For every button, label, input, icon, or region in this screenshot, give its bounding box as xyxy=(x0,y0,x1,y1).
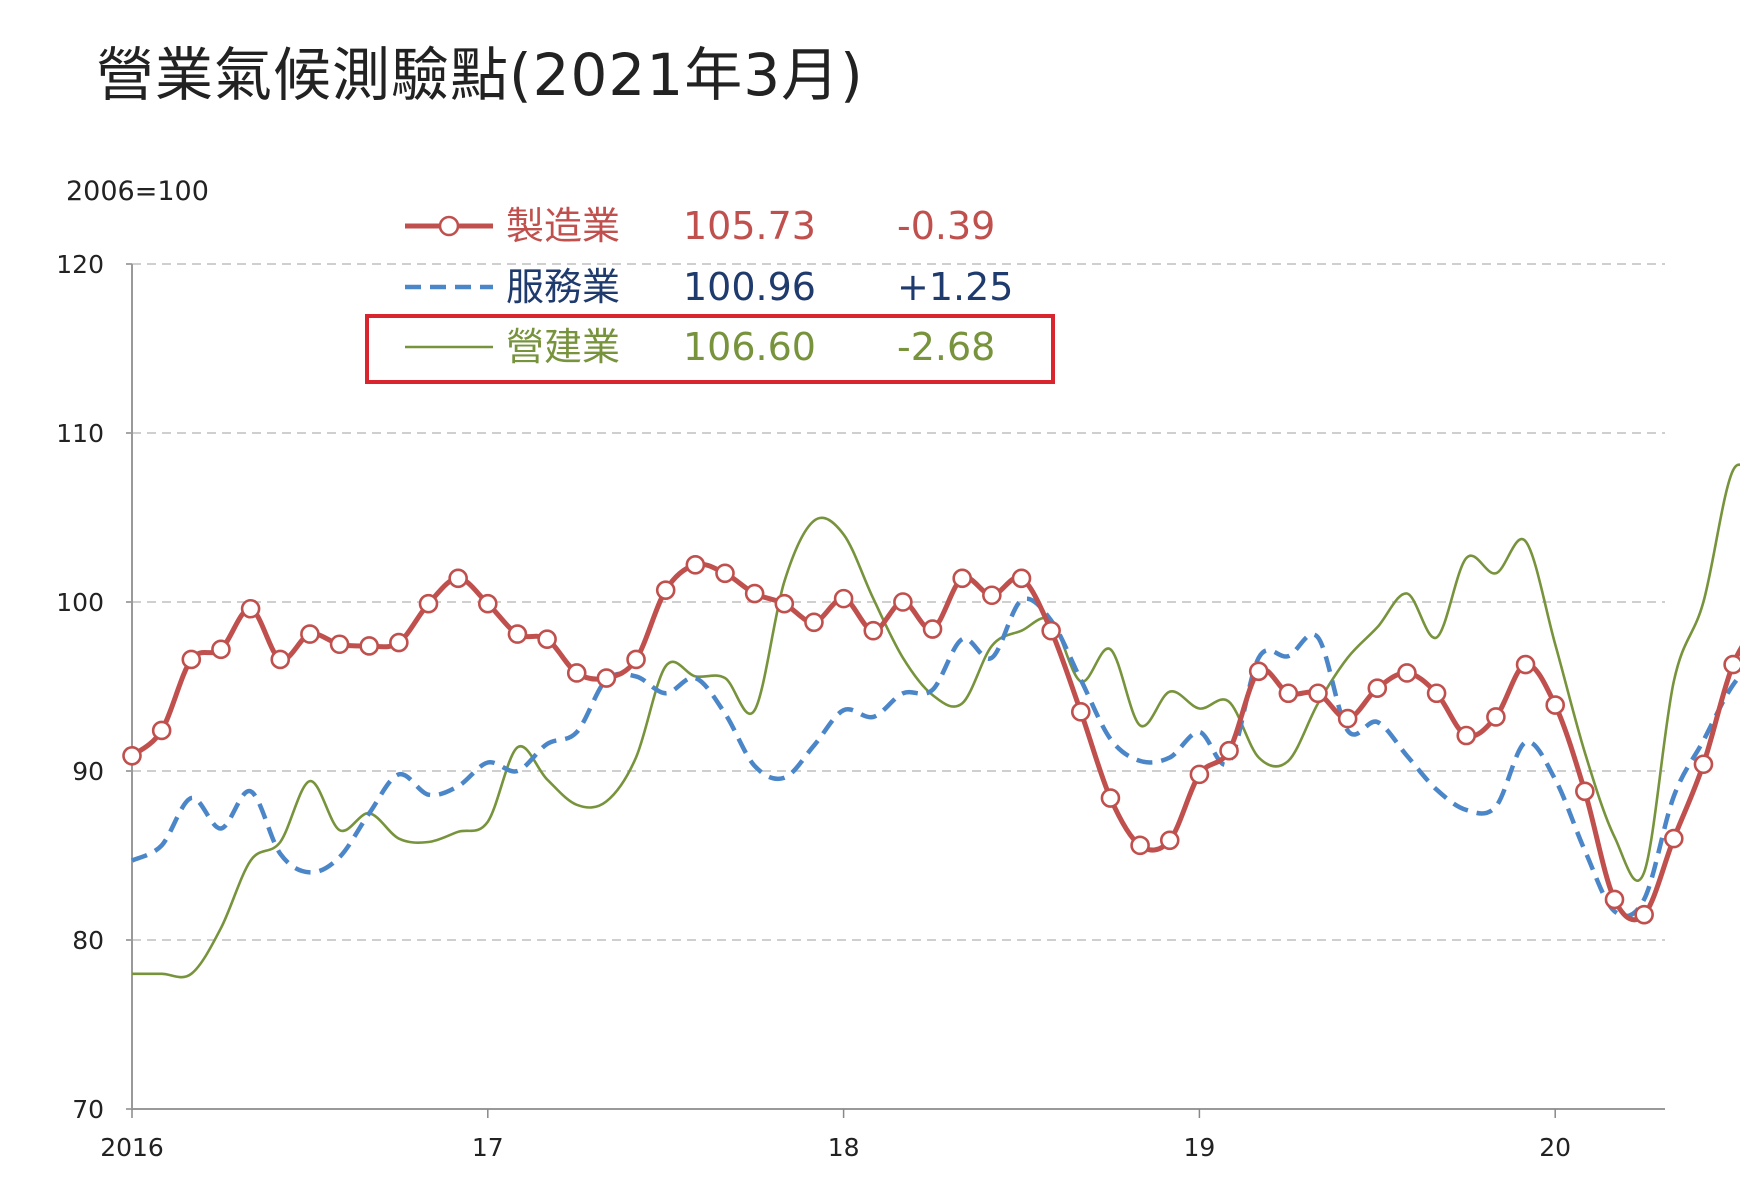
manufacturing-marker xyxy=(655,580,676,600)
manufacturing-marker xyxy=(329,634,350,655)
y-tick-label: 70 xyxy=(72,1095,104,1124)
legend-series-name: 服務業 xyxy=(506,265,620,309)
manufacturing-marker xyxy=(1486,707,1506,727)
legend-series-change: -2.68 xyxy=(897,325,995,369)
manufacturing-marker xyxy=(1130,835,1150,856)
manufacturing-marker xyxy=(804,612,824,633)
manufacturing-marker xyxy=(1604,889,1625,910)
manufacturing-marker xyxy=(240,598,261,619)
legend-series-name: 製造業 xyxy=(506,204,620,248)
manufacturing-marker xyxy=(151,720,172,741)
manufacturing-marker xyxy=(1159,830,1180,851)
manufacturing-marker xyxy=(982,585,1002,606)
manufacturing-marker xyxy=(1367,678,1388,698)
manufacturing-marker xyxy=(1219,740,1239,761)
manufacturing-marker xyxy=(715,563,735,584)
manufacturing-marker xyxy=(1308,683,1328,704)
manufacturing-marker xyxy=(1664,828,1684,849)
x-tick-label: 20 xyxy=(1539,1133,1571,1162)
legend-series-name: 營建業 xyxy=(506,325,620,369)
manufacturing-marker xyxy=(833,588,854,609)
page-title: 營業氣候測驗點(2021年3月) xyxy=(96,41,864,109)
legend-series-value: 105.73 xyxy=(683,204,816,248)
y-tick-label: 120 xyxy=(56,250,104,279)
manufacturing-marker xyxy=(122,745,142,766)
manufacturing-marker xyxy=(1337,708,1358,729)
legend-series-change: -0.39 xyxy=(897,204,995,248)
manufacturing-marker xyxy=(389,632,409,653)
manufacturing-marker xyxy=(270,649,291,670)
legend-highlight-box xyxy=(365,314,1055,384)
manufacturing-marker xyxy=(1011,568,1032,589)
manufacturing-marker xyxy=(1189,764,1210,785)
manufacturing-marker xyxy=(566,663,587,683)
manufacturing-marker xyxy=(507,624,528,644)
manufacturing-marker xyxy=(1100,788,1121,808)
manufacturing-marker xyxy=(537,629,557,649)
manufacturing-marker xyxy=(952,568,973,589)
manufacturing-marker xyxy=(1515,654,1536,675)
manufacturing-marker xyxy=(359,636,380,656)
unit-label: 2006=100 xyxy=(66,176,209,207)
manufacturing-marker xyxy=(418,593,439,614)
manufacturing-marker xyxy=(1397,663,1417,683)
manufacturing-marker xyxy=(1545,695,1565,715)
manufacturing-marker xyxy=(1248,661,1269,682)
series-line-construction xyxy=(131,463,1740,979)
manufacturing-marker xyxy=(774,593,795,614)
legend-series-value: 100.96 xyxy=(683,265,816,309)
y-tick-label: 110 xyxy=(56,419,104,448)
manufacturing-marker xyxy=(626,649,646,670)
x-tick-label: 18 xyxy=(828,1133,860,1162)
manufacturing-marker xyxy=(744,583,765,604)
series-line-manufacturing xyxy=(130,561,1740,923)
manufacturing-marker xyxy=(1456,725,1477,746)
manufacturing-marker xyxy=(181,649,202,670)
manufacturing-marker xyxy=(1426,683,1447,704)
manufacturing-marker xyxy=(685,555,706,575)
y-tick-label: 100 xyxy=(56,588,104,617)
x-tick-label: 17 xyxy=(472,1133,504,1162)
manufacturing-marker xyxy=(893,592,913,612)
manufacturing-marker xyxy=(596,668,617,688)
series-line-services xyxy=(130,596,1740,919)
manufacturing-marker xyxy=(300,624,320,644)
x-tick-label: 2016 xyxy=(100,1133,164,1162)
manufacturing-marker xyxy=(211,639,231,660)
y-tick-label: 90 xyxy=(72,757,104,786)
manufacturing-marker xyxy=(1575,781,1595,802)
x-tick-label: 19 xyxy=(1183,1133,1215,1162)
legend-series-value: 106.60 xyxy=(683,325,816,369)
manufacturing-marker xyxy=(1278,683,1299,704)
manufacturing-marker xyxy=(1723,654,1740,675)
y-tick-label: 80 xyxy=(72,926,104,955)
manufacturing-marker xyxy=(863,620,884,641)
manufacturing-marker xyxy=(477,593,498,614)
manufacturing-marker xyxy=(448,568,468,589)
manufacturing-marker xyxy=(1041,620,1061,641)
manufacturing-marker xyxy=(922,619,943,639)
manufacturing-marker xyxy=(1693,754,1714,775)
legend-marker xyxy=(438,215,460,237)
manufacturing-marker xyxy=(1634,904,1654,925)
legend-series-change: +1.25 xyxy=(897,265,1013,309)
manufacturing-marker xyxy=(1071,702,1091,722)
